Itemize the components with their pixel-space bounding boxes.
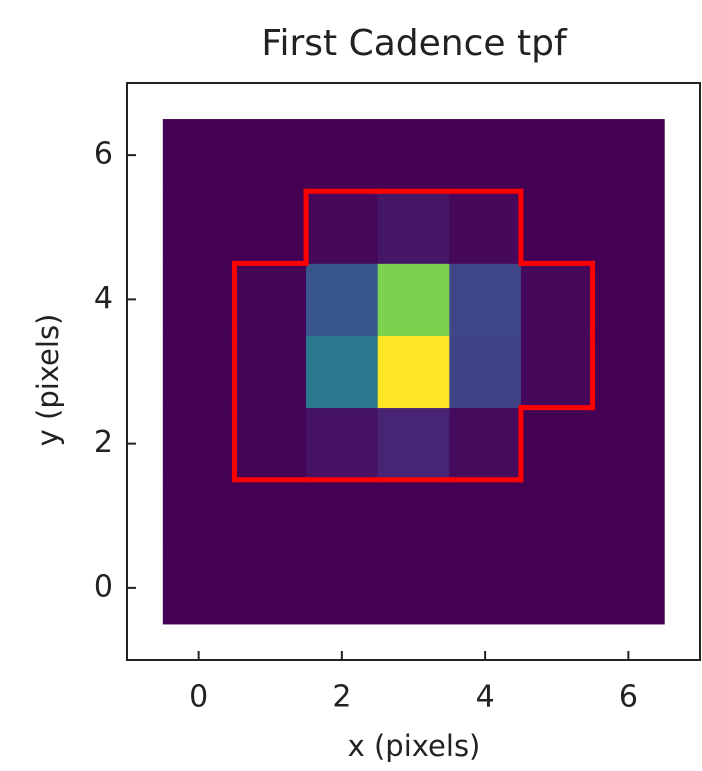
heatmap-cell: [593, 119, 665, 192]
heatmap-cell: [234, 408, 306, 481]
heatmap-cell: [163, 119, 235, 192]
y-axis-label: y (pixels): [31, 314, 65, 447]
heatmap-cell: [163, 263, 235, 336]
heatmap-cell: [521, 408, 593, 481]
heatmap-cell: [306, 263, 378, 336]
heatmap-cell: [234, 335, 306, 408]
heatmap-cell: [521, 263, 593, 336]
heatmap-cell: [163, 191, 235, 264]
heatmap-cell: [521, 119, 593, 192]
heatmap-cell: [378, 335, 450, 408]
x-tick-label: 0: [189, 680, 208, 715]
heatmap-cell: [234, 480, 306, 553]
heatmap-cell: [378, 191, 450, 264]
x-tick-label: 6: [619, 680, 638, 715]
heatmap-cell: [593, 408, 665, 481]
heatmap-cell: [449, 191, 521, 264]
heatmap-cell: [521, 335, 593, 408]
heatmap-cell: [449, 552, 521, 625]
y-tick-label: 0: [94, 569, 113, 604]
heatmap-cell: [234, 191, 306, 264]
heatmap-cell: [163, 335, 235, 408]
x-tick-label: 2: [332, 680, 351, 715]
heatmap-cell: [449, 263, 521, 336]
heatmap-cell: [449, 408, 521, 481]
heatmap-cell: [593, 480, 665, 553]
heatmap-cell: [521, 480, 593, 553]
y-tick-label: 4: [94, 281, 113, 316]
heatmap-cell: [378, 119, 450, 192]
heatmap-cell: [449, 480, 521, 553]
heatmap-cell: [163, 552, 235, 625]
heatmap-cell: [306, 408, 378, 481]
heatmap-cell: [378, 480, 450, 553]
heatmap-cell: [378, 408, 450, 481]
heatmap-cell: [234, 119, 306, 192]
y-tick-label: 2: [94, 425, 113, 460]
heatmap-cell: [306, 335, 378, 408]
heatmap-cell: [593, 552, 665, 625]
heatmap-cell: [306, 191, 378, 264]
heatmap-cell: [378, 263, 450, 336]
heatmap-cell: [449, 119, 521, 192]
heatmap-cell: [234, 552, 306, 625]
heatmap-cell: [306, 119, 378, 192]
x-axis-label: x (pixels): [348, 729, 481, 763]
heatmap-cell: [521, 191, 593, 264]
heatmap-cell: [306, 480, 378, 553]
chart: First Cadence tpf x (pixels) y (pixels) …: [0, 0, 702, 771]
heatmap-cell: [234, 263, 306, 336]
heatmap-cell: [306, 552, 378, 625]
heatmap-cell: [163, 480, 235, 553]
heatmap-cell: [593, 263, 665, 336]
x-tick-label: 4: [476, 680, 495, 715]
y-tick-label: 6: [94, 137, 113, 172]
chart-title: First Cadence tpf: [261, 23, 568, 64]
heatmap-cell: [593, 335, 665, 408]
heatmap-cell: [593, 191, 665, 264]
heatmap-cell: [378, 552, 450, 625]
heatmap-cell: [163, 408, 235, 481]
heatmap-cell: [449, 335, 521, 408]
heatmap-cell: [521, 552, 593, 625]
